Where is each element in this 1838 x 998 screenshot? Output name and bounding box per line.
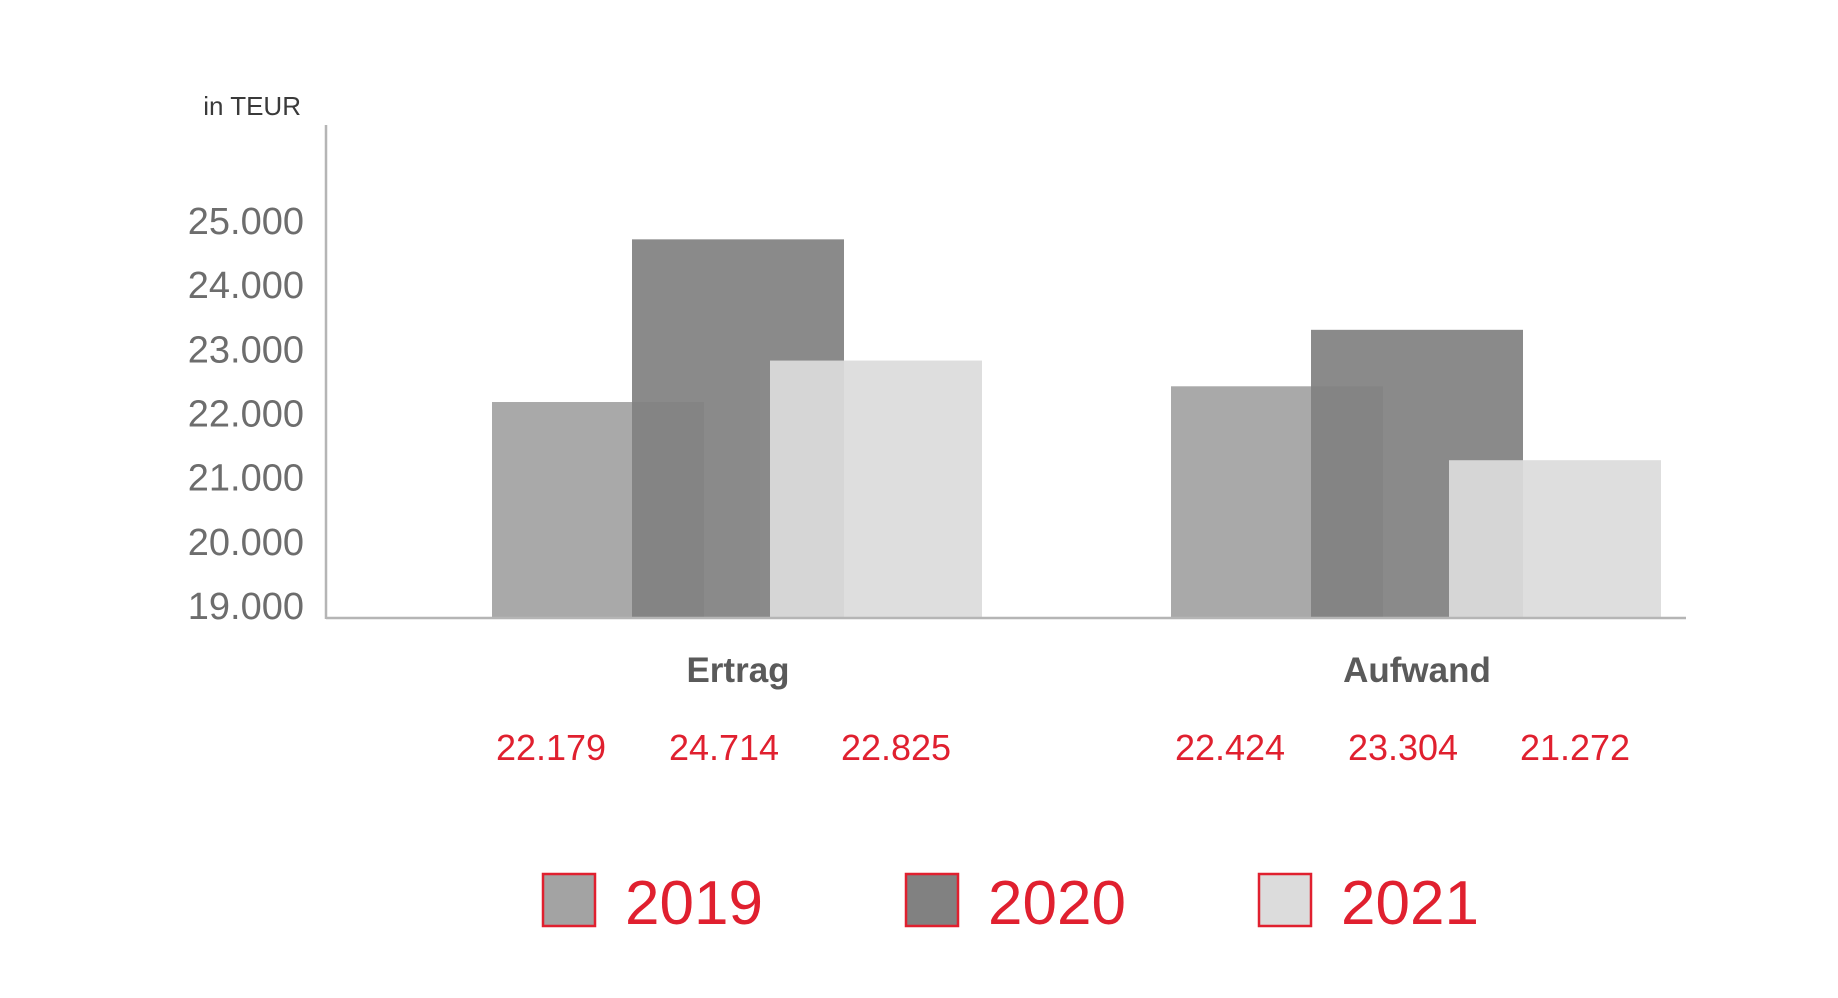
legend-swatch-2020 [904, 872, 960, 928]
value-label-2019-aufwand: 22.424 [1175, 727, 1285, 768]
legend-label-2021: 2021 [1341, 869, 1479, 938]
legend-label-2020: 2020 [988, 869, 1126, 938]
legend: 2019 2020 2021 [541, 869, 1479, 938]
bar-2021-aufwand [1449, 460, 1661, 618]
category-label-aufwand: Aufwand [1343, 651, 1491, 690]
value-label-2021-aufwand: 21.272 [1520, 727, 1630, 768]
y-tick-label: 19.000 [188, 586, 304, 628]
legend-label-2019: 2019 [625, 869, 763, 938]
category-label-ertrag: Ertrag [686, 651, 789, 690]
value-label-2019-ertrag: 22.179 [496, 727, 606, 768]
y-tick-label: 21.000 [188, 458, 304, 500]
axes [324, 125, 1686, 620]
y-axis-unit-label: in TEUR [203, 91, 301, 121]
y-tick-label: 22.000 [188, 394, 304, 436]
legend-item-2019: 2019 [541, 869, 763, 938]
bar-2021-ertrag [770, 360, 982, 618]
value-label-2020-aufwand: 23.304 [1348, 727, 1458, 768]
legend-item-2020: 2020 [904, 869, 1126, 938]
legend-item-2021: 2021 [1257, 869, 1479, 938]
y-tick-label: 20.000 [188, 522, 304, 564]
y-tick-label: 23.000 [188, 329, 304, 371]
value-label-2020-ertrag: 24.714 [669, 727, 779, 768]
category-labels: Ertrag Aufwand [686, 651, 1490, 690]
value-labels: 22.179 24.714 22.825 22.424 23.304 21.272 [496, 727, 1630, 768]
legend-swatch-2019 [541, 872, 597, 928]
y-tick-label: 25.000 [188, 201, 304, 243]
y-tick-label: 24.000 [188, 265, 304, 307]
legend-swatch-2021 [1257, 872, 1313, 928]
value-label-2021-ertrag: 22.825 [841, 727, 951, 768]
y-axis-ticks: 19.000 20.000 21.000 22.000 23.000 24.000 25.0… [188, 201, 304, 628]
bars [492, 239, 1661, 618]
